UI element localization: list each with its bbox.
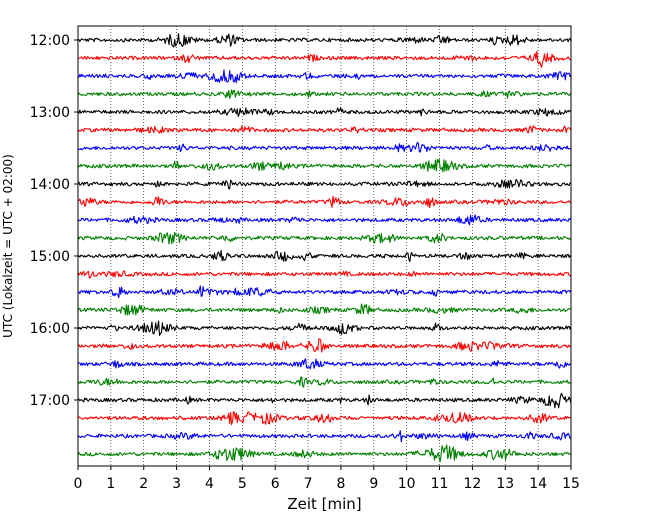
seismogram-trace [77,270,572,279]
seismogram-trace [77,303,572,316]
seismogram-trace [77,141,572,153]
y-tick-label: 13:00 [30,105,70,121]
seismogram-trace [77,89,572,99]
y-tick-label: 15:00 [30,249,70,265]
seismogram-trace [77,249,572,263]
seismogram-trace [77,430,572,443]
y-tick-label: 12:00 [30,33,70,49]
seismogram-trace [77,178,572,190]
seismogram-trace [77,231,572,245]
plot-frame [77,25,572,467]
seismogram-trace [77,125,572,134]
x-gridlines [110,26,539,466]
y-tick-label: 14:00 [30,177,70,193]
seismogram-trace [77,69,572,84]
x-tick-label: 7 [304,476,313,492]
seismogram-trace [77,392,572,409]
seismogram-trace [77,158,572,173]
seismogram-trace [77,376,572,388]
seismogram-trace [77,50,572,68]
seismogram-trace [77,107,572,117]
x-tick-label: 15 [562,476,580,492]
x-tick-label: 1 [106,476,115,492]
y-axis-title: UTC (Lokalzeit = UTC + 02:00) [1,154,15,338]
x-tick-label: 3 [172,476,181,492]
x-axis-ticks: 0 1 2 3 4 5 6 7 8 9 10 11 12 13 14 15 [74,466,580,492]
y-tick-label: 17:00 [30,393,70,409]
x-tick-label: 8 [336,476,345,492]
x-tick-label: 2 [139,476,148,492]
seismogram-trace [77,214,572,226]
x-axis-title: Zeit [min] [287,495,361,513]
x-tick-label: 14 [529,476,547,492]
seismogram-trace [77,411,572,426]
x-tick-label: 12 [463,476,481,492]
seismogram-trace [77,320,572,336]
seismogram-trace [77,33,572,48]
seismogram-traces [77,33,572,463]
plot-background [78,26,571,466]
x-tick-label: 9 [369,476,378,492]
x-tick-label: 5 [238,476,247,492]
seismogram-trace [77,285,572,299]
seismogram-trace [77,358,572,370]
x-tick-label: 0 [74,476,83,492]
x-tick-label: 13 [496,476,514,492]
x-tick-label: 10 [398,476,416,492]
x-tick-label: 11 [431,476,449,492]
x-tick-label: 6 [271,476,280,492]
x-tick-label: 4 [205,476,214,492]
y-tick-label: 16:00 [30,321,70,337]
seismogram-trace [77,338,572,353]
seismogram-trace [77,195,572,209]
y-axis-ticks: 12:00 13:00 14:00 15:00 16:00 17:00 [30,33,78,409]
seismogram-trace [77,444,572,463]
